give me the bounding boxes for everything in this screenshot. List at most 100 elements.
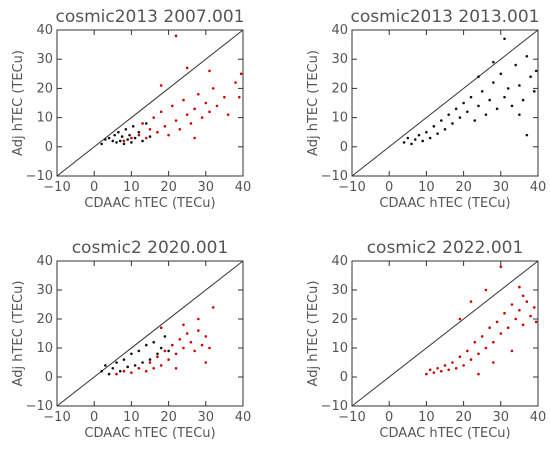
data-point [178,338,182,341]
x-tick-label: 20 [455,410,472,425]
x-tick-label: −10 [338,410,365,425]
y-axis-label: Adj hTEC (TECu) [11,50,26,156]
data-point [167,349,170,353]
x-tick-label: 40 [530,410,547,425]
series-1 [425,265,538,376]
data-point [120,135,124,138]
plot-frame [351,260,539,407]
data-point [130,136,133,140]
data-point [113,133,116,137]
data-point [137,133,141,137]
y-tick-label: 10 [331,341,348,356]
x-tick-label: 30 [493,180,510,195]
data-point [137,349,141,353]
data-point [115,372,118,376]
y-tick-label: 40 [36,23,53,38]
series-1 [402,37,538,146]
data-point [174,352,178,356]
data-point [208,110,211,114]
data-point [204,361,208,364]
reference-line [56,29,244,177]
x-tick-label: 40 [530,180,547,195]
data-point [100,369,103,373]
plot-frame [56,29,244,177]
y-axis-label: Adj hTEC (TECu) [306,281,321,387]
y-tick-label: −10 [26,399,53,414]
data-point [174,119,178,122]
data-point [506,326,510,330]
data-point [447,368,451,372]
data-point [182,346,185,350]
series-2 [115,306,215,376]
data-point [525,54,529,58]
x-tick-label: 30 [198,410,215,425]
data-point [171,343,174,347]
data-point [525,133,529,137]
x-tick-label: −10 [43,180,70,195]
y-tick-label: 30 [36,52,53,67]
y-tick-label: −10 [321,169,348,184]
x-tick-label: 0 [385,180,393,195]
y-tick-label: 20 [36,81,53,96]
data-point [477,372,480,376]
x-axis-label: CDAAC hTEC (TECu) [379,196,510,211]
data-point [226,113,230,116]
data-point [130,371,133,374]
data-point [488,98,491,102]
data-point [432,371,436,374]
x-tick-label: 0 [90,180,98,195]
data-point [510,303,514,306]
data-point [200,343,204,347]
data-point [432,125,436,128]
data-point [458,317,462,321]
y-tick-label: 40 [331,23,348,38]
data-point [239,72,243,76]
x-tick-label: 20 [455,180,472,195]
data-point [117,130,120,134]
data-point [480,335,484,338]
data-point [518,84,521,87]
data-point [131,125,135,128]
y-tick-label: 30 [331,283,348,298]
data-point [473,340,477,344]
data-point [425,372,428,376]
y-tick-label: 10 [331,111,348,126]
series-1 [100,335,170,376]
data-point [413,138,417,141]
x-tick-label: 10 [123,180,140,195]
data-point [208,69,211,73]
data-point [107,136,111,140]
data-point [428,368,432,372]
y-tick-label: 0 [340,370,348,385]
data-point [518,309,521,312]
chart-title: cosmic2 2020.001 [72,238,229,258]
data-point [197,92,200,96]
plot-frame [56,260,244,407]
data-point [156,355,159,359]
data-point [130,141,133,144]
data-point [436,367,439,370]
x-axis-label: CDAAC hTEC (TECu) [84,426,215,441]
data-point [525,300,529,303]
y-tick-label: 0 [45,140,53,155]
data-point [469,300,473,303]
data-point [189,340,193,344]
data-point [133,136,137,140]
data-point [477,75,480,79]
series-2 [122,34,243,143]
data-point [458,116,462,119]
data-point [126,138,129,141]
data-point [148,127,152,131]
data-point [111,139,115,143]
data-point [439,369,443,373]
data-point [436,132,439,135]
data-point [118,369,122,373]
data-point [499,332,503,335]
data-point [137,130,141,134]
data-point [144,369,148,373]
data-point [122,142,126,146]
reference-line [351,29,539,177]
data-point [532,90,536,93]
data-point [200,116,204,119]
